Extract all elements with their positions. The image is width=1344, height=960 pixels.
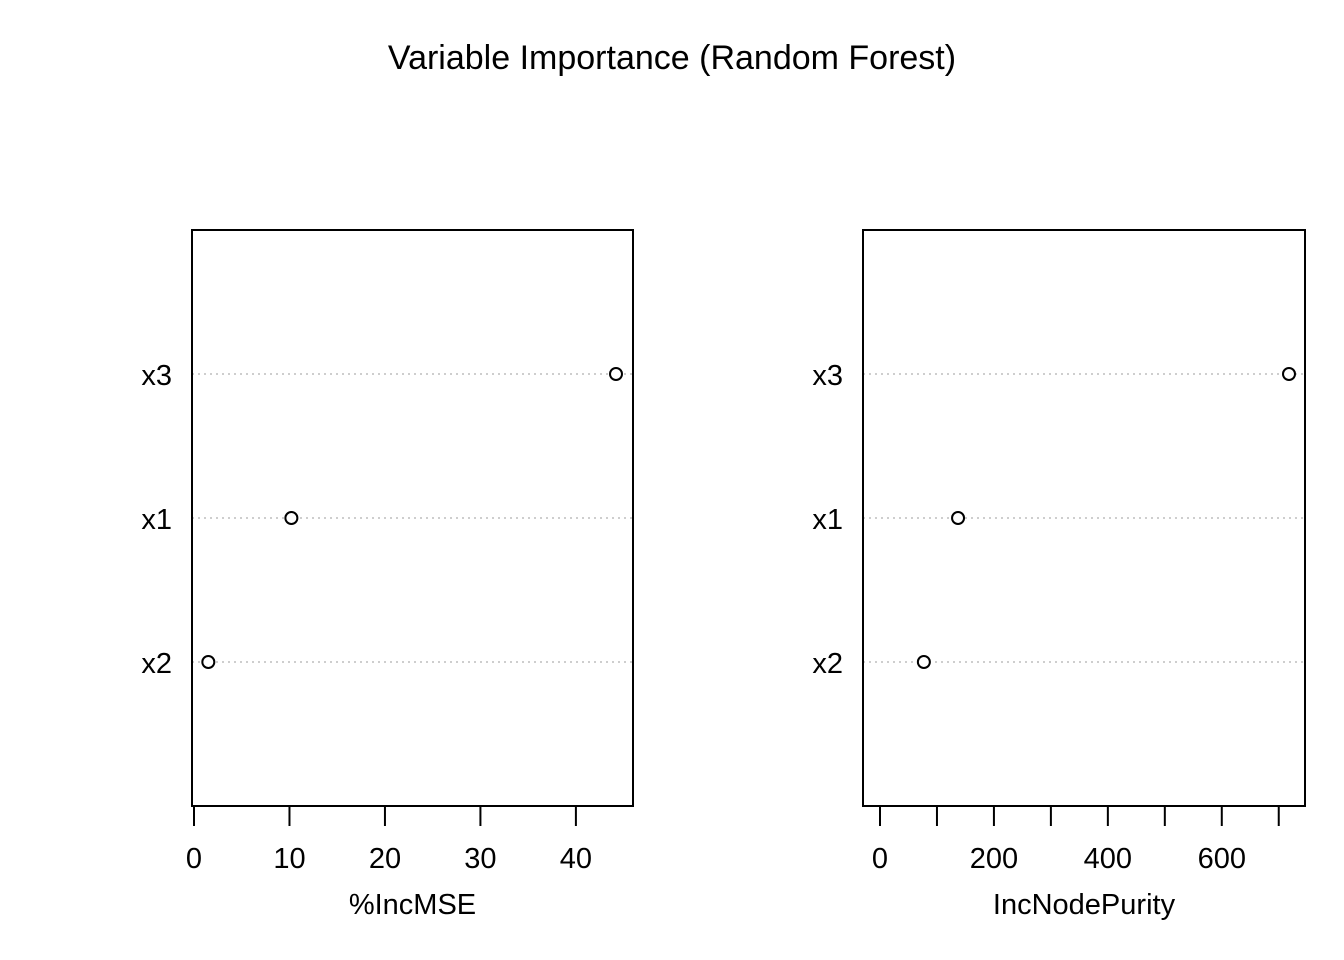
x-tick-label-200: 200: [970, 843, 1018, 875]
category-label-x3: x3: [812, 360, 843, 392]
data-point-x1: [284, 511, 299, 525]
x-tick-label-0: 0: [872, 843, 888, 875]
data-point-x2: [201, 655, 216, 669]
x-tick-label-40: 40: [560, 843, 592, 875]
category-label-x1: x1: [812, 504, 843, 536]
x-tick-label-10: 10: [273, 843, 305, 875]
category-label-x3: x3: [141, 360, 172, 392]
data-point-x3: [1282, 367, 1296, 381]
x-axis-title: %IncMSE: [349, 889, 476, 921]
panel-incmse: x2 x1 x3 0 10 20 30 40 %IncMSE: [141, 229, 634, 921]
x-tick-label-20: 20: [369, 843, 401, 875]
x-tick-label-0: 0: [186, 843, 202, 875]
data-point-x1: [951, 511, 966, 525]
x-tick-label-600: 600: [1198, 843, 1246, 875]
category-label-x2: x2: [141, 648, 172, 680]
category-label-x1: x1: [141, 504, 172, 536]
data-point-x2: [916, 655, 931, 669]
data-point-x3: [609, 367, 623, 381]
chart-title: Variable Importance (Random Forest): [388, 39, 956, 77]
x-axis-title: IncNodePurity: [993, 889, 1176, 921]
x-tick-label-30: 30: [464, 843, 496, 875]
category-label-x2: x2: [812, 648, 843, 680]
panel-incnodepurity: x2 x1 x3 0 200 400 600 IncNodePurity: [812, 229, 1306, 921]
x-tick-label-400: 400: [1084, 843, 1132, 875]
